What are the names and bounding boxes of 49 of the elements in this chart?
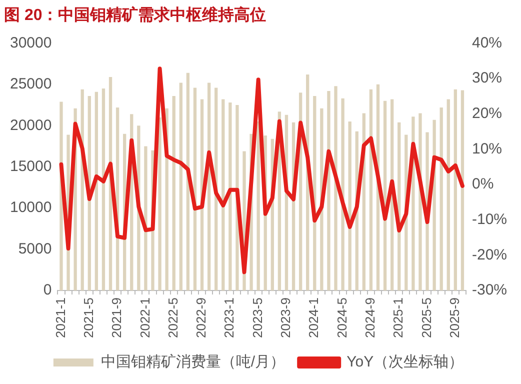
y-tick-label: 25000	[10, 76, 52, 93]
bar	[94, 92, 98, 291]
y2-tick-label: 0%	[472, 176, 494, 193]
bar	[172, 96, 176, 291]
bar	[158, 117, 162, 291]
x-tick-label: 2022-9	[194, 298, 209, 338]
y2-tick-label: -20%	[472, 246, 508, 264]
bar	[454, 89, 458, 291]
bar	[327, 91, 330, 291]
y2-tick-label: 20%	[472, 105, 502, 122]
legend-label: YoY（次坐标轴）	[346, 354, 464, 371]
y-tick-label: 0	[43, 282, 52, 299]
x-tick-label: 2025-1	[390, 298, 406, 338]
chart-title: 图 20：中国钼精矿需求中枢维持高位	[4, 5, 266, 24]
x-tick-label: 2021-9	[109, 298, 124, 338]
bar	[179, 82, 182, 291]
bar	[144, 146, 148, 291]
y2-tick-label: -30%	[472, 282, 508, 299]
x-tick-label: 2025-9	[447, 298, 462, 338]
y-tick-label: 15000	[10, 158, 52, 175]
y-tick-label: 30000	[10, 34, 52, 52]
bar	[341, 98, 344, 291]
y-tick-label: 5000	[18, 240, 52, 258]
bar	[334, 86, 338, 291]
x-tick-label: 2024-9	[362, 298, 378, 338]
bar	[256, 122, 260, 291]
y2-tick-label: 40%	[472, 34, 502, 52]
bar	[446, 99, 450, 291]
legend-label: 中国钼精矿消费量（吨/月）	[100, 354, 286, 371]
bar	[440, 108, 443, 291]
x-tick-label: 2023-1	[222, 298, 237, 338]
x-tick-label: 2024-5	[334, 298, 350, 338]
x-tick-label: 2022-5	[165, 298, 180, 338]
y-tick-label: 10000	[10, 199, 52, 216]
y2-tick-label: 10%	[472, 140, 502, 158]
x-tick-label: 2022-1	[137, 298, 152, 338]
bar	[222, 99, 225, 291]
x-tick-label: 2023-5	[250, 298, 265, 338]
x-tick-label: 2024-1	[306, 298, 322, 338]
y2-tick-label: -10%	[472, 211, 508, 228]
y-tick-label: 20000	[10, 116, 52, 134]
bar	[228, 102, 232, 291]
x-tick-label: 2025-5	[418, 298, 434, 338]
bar	[460, 90, 464, 291]
x-tick-label: 2023-9	[278, 298, 294, 338]
y2-tick-label: 30%	[472, 70, 502, 87]
x-tick-label: 2021-1	[52, 298, 68, 338]
bar	[102, 88, 106, 291]
x-tick-label: 2021-5	[80, 298, 96, 338]
